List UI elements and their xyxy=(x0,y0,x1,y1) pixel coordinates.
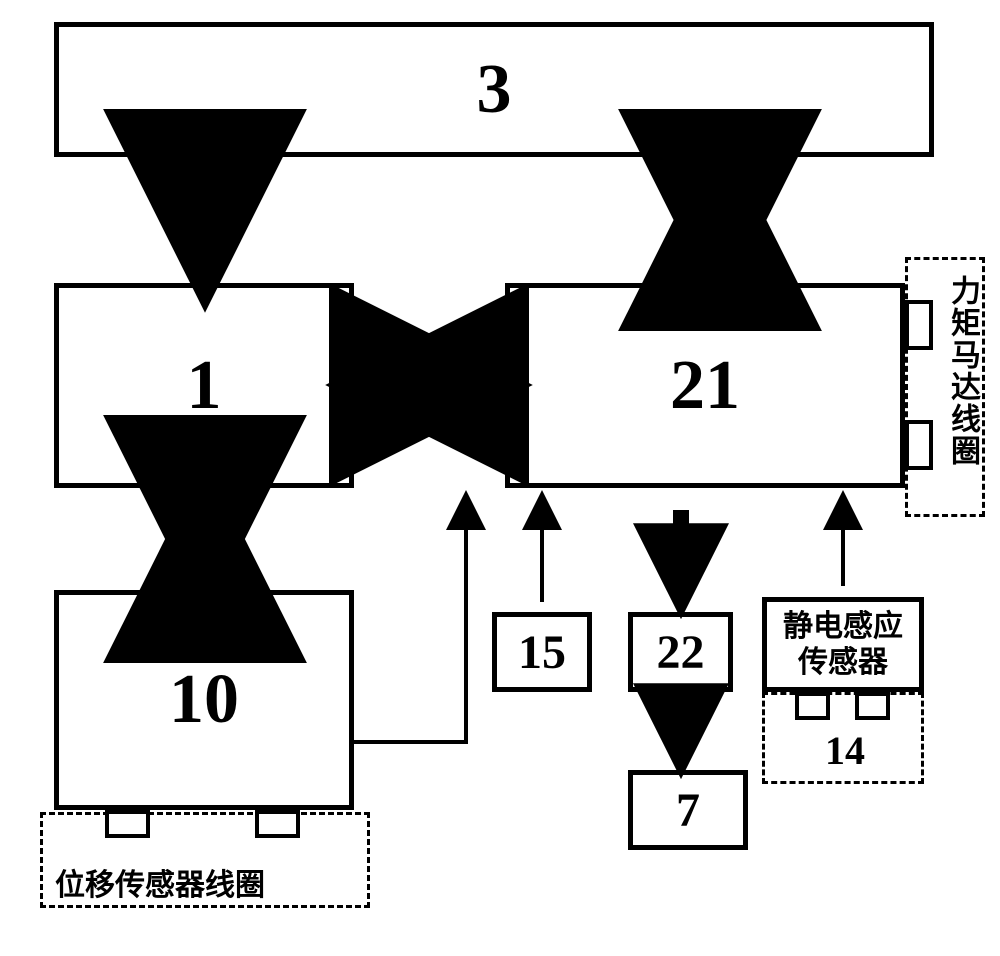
block-10: 10 xyxy=(54,590,354,810)
block-7-label: 7 xyxy=(676,783,700,838)
label-disp-sensor-coil: 位移传感器线圈 xyxy=(55,860,265,904)
block-10-label: 10 xyxy=(169,660,239,740)
block-es-label: 静电感应 传感器 xyxy=(783,609,903,681)
block-15: 15 xyxy=(492,612,592,692)
stub-es-b xyxy=(855,692,890,720)
block-3: 3 xyxy=(54,22,934,157)
stub-b21-b xyxy=(905,420,933,470)
torque-motor-coil-text: 力矩马达线圈 xyxy=(946,275,979,467)
block-21-label: 21 xyxy=(670,346,740,426)
block-3-label: 3 xyxy=(477,50,512,130)
label-torque-motor-coil: 力矩马达线圈 xyxy=(940,275,984,495)
disp-sensor-coil-text: 位移传感器线圈 xyxy=(55,869,265,902)
block-electrostatic-sensor: 静电感应 传感器 xyxy=(762,597,924,692)
block-22-label: 22 xyxy=(657,625,705,680)
diagram-canvas: 3 1 21 10 15 22 7 静电感应 传感器 14 位移传感器线圈 xyxy=(0,0,1000,956)
block-21: 21 xyxy=(505,283,905,488)
block-7: 7 xyxy=(628,770,748,850)
stub-b10-a xyxy=(105,810,150,838)
stub-es-a xyxy=(795,692,830,720)
block-15-label: 15 xyxy=(518,625,566,680)
block-14: 14 xyxy=(800,725,890,775)
block-14-label: 14 xyxy=(825,727,865,774)
block-1-label: 1 xyxy=(187,346,222,426)
block-1: 1 xyxy=(54,283,354,488)
stub-b21-a xyxy=(905,300,933,350)
stub-b10-b xyxy=(255,810,300,838)
block-22: 22 xyxy=(628,612,733,692)
